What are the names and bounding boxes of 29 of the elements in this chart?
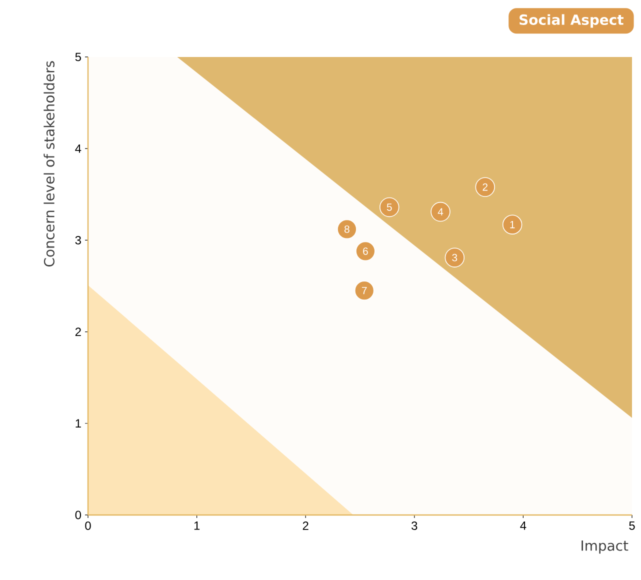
point <box>354 280 374 300</box>
annotation: 7 <box>362 286 367 294</box>
y-tick-label: 0 <box>75 510 82 520</box>
point <box>356 241 376 262</box>
x-tick-label: 1 <box>194 522 200 530</box>
x-tick-label: 4 <box>520 522 526 530</box>
annotation: 5 <box>386 204 392 211</box>
y-axis-title: Concern level of stakeholders <box>44 61 54 266</box>
chart-title: Social Aspect <box>520 14 624 28</box>
annotation: 3 <box>452 254 458 262</box>
x-tick-label: 2 <box>302 521 308 530</box>
x-tick-label: 3 <box>412 521 418 530</box>
point <box>475 177 495 197</box>
x-tick-label: 0 <box>85 521 91 530</box>
y-tick-label: 4 <box>75 144 82 153</box>
annotation: 8 <box>344 225 350 233</box>
y-tick-label: 5 <box>75 52 81 62</box>
annotation: 1 <box>510 221 515 228</box>
x-tick-label: 5 <box>629 522 635 530</box>
point <box>337 219 357 240</box>
point <box>502 214 522 234</box>
annotation: 4 <box>438 208 444 216</box>
y-tick-label: 3 <box>75 236 81 244</box>
annotation: 2 <box>482 183 488 191</box>
annotation: 6 <box>363 247 368 255</box>
y-tick-label: 1 <box>76 419 81 428</box>
point <box>380 197 400 218</box>
y-tick-label: 2 <box>75 328 81 336</box>
x-axis-title: Impact <box>582 540 628 554</box>
